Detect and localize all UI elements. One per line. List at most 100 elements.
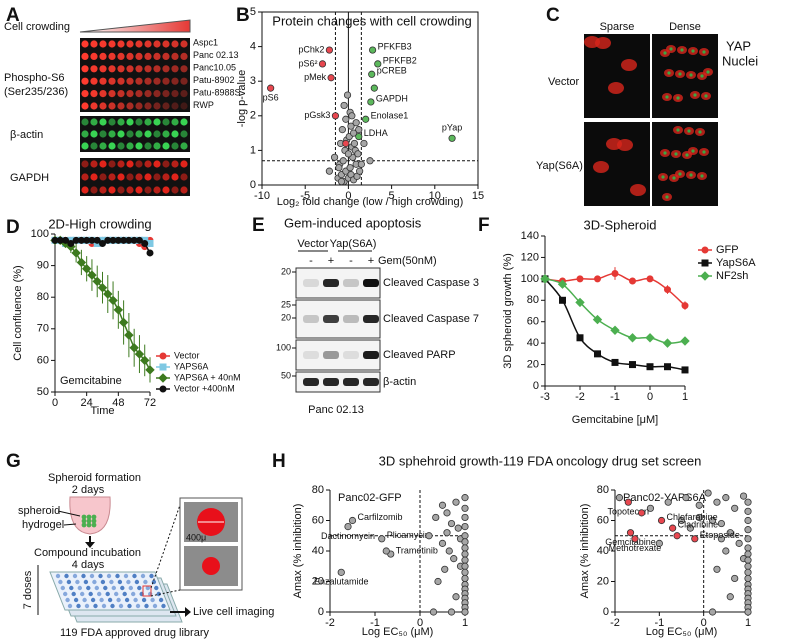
blot-dot [180,40,188,48]
blot-dot [81,40,89,48]
point [330,153,339,161]
plate-well [149,573,154,579]
plate-well [88,591,93,597]
point-label: Enzalutamide [314,577,369,587]
y-tick-label: 40 [597,545,609,557]
point [362,115,370,123]
blot-dot [171,40,179,48]
plate-well [154,585,159,591]
point [735,539,743,547]
blot-dot [153,130,161,138]
point-label: pChk2 [298,44,324,54]
y-axis-label: Cell confluence (%) [12,265,24,360]
x-tick-label: 5 [389,190,395,202]
point [343,91,352,99]
x-tick-label: -1 [654,617,664,629]
point-label: pCREB [377,66,407,76]
point [461,556,469,564]
marker [680,336,690,346]
x-tick-label: -1 [610,391,620,403]
blot-dot [171,52,179,61]
row-label: β-actin [10,129,43,141]
plate-well [106,573,112,579]
point [461,494,469,502]
point [713,498,721,506]
blot-dot [180,65,188,73]
band [363,315,379,323]
marker [140,355,150,366]
blot-dot [90,173,98,181]
blot-dot [171,130,179,138]
point [344,522,352,531]
point [722,494,730,502]
row-label: Vector [548,76,580,88]
blot-dot [126,186,134,194]
point [626,529,635,537]
blot-dot [180,52,188,61]
point [382,547,390,555]
blot-dot [144,118,152,126]
plate-well [127,603,132,609]
point [673,532,681,540]
point [450,555,458,563]
blot-dot [108,102,116,110]
y-tick-label: 140 [521,230,539,242]
blot-dot [180,118,188,126]
schematic-label: hydrogel [22,519,64,531]
point [744,544,752,552]
legend-marker [159,352,167,360]
y-tick-label: 1 [250,144,256,156]
blot-dot [135,77,143,85]
point [355,126,363,134]
point-label: PFKFB3 [378,41,412,51]
point [447,608,456,616]
point-label: Carfilzomib [358,512,403,522]
blot-dot [99,130,107,138]
plate-well [117,579,123,585]
point-label: pS6 [263,92,279,102]
point [461,532,469,540]
blot-dot [90,142,98,150]
blot-dot [117,102,125,110]
y-tick-label: 100 [31,228,49,240]
row-label: (Ser235/236) [4,86,68,98]
point-label: Enolase1 [371,111,409,121]
point [448,134,456,142]
spheroid-cell [86,522,92,528]
point [368,70,376,78]
y-tick-label: 5 [250,6,256,18]
band-label: Cleaved PARP [383,349,456,361]
blot-dot [117,142,125,150]
point [731,574,739,583]
row-label: GAPDH [10,172,49,184]
point [744,556,752,564]
blot-dot [99,90,107,98]
cell-line-label: Panc10.05 [193,62,236,72]
plate [49,571,171,611]
marker [645,333,655,343]
marker [135,236,143,244]
marker [611,270,619,277]
row-label: Yap(S6A) [536,160,583,172]
y-tick-label: 60 [527,316,539,328]
blot-dot [162,77,170,85]
zoom-line [150,504,181,589]
marker [540,274,550,284]
plate-well [144,603,149,609]
x-tick-label: 10 [429,190,441,202]
plate-well [62,591,68,597]
plate-well [134,579,140,585]
plate-well [67,603,73,609]
y-tick-label: 70 [37,323,49,335]
plate-well [75,579,80,585]
plate-well [118,603,124,609]
cell [608,82,624,94]
cell-line-label: RWP [193,100,214,110]
blot-dot [171,77,179,85]
blot-dot [117,65,125,73]
blot-dot [144,52,152,61]
point [325,46,333,54]
y-tick-label: 0 [533,380,539,392]
marker [576,334,584,342]
plate-well [111,585,117,591]
